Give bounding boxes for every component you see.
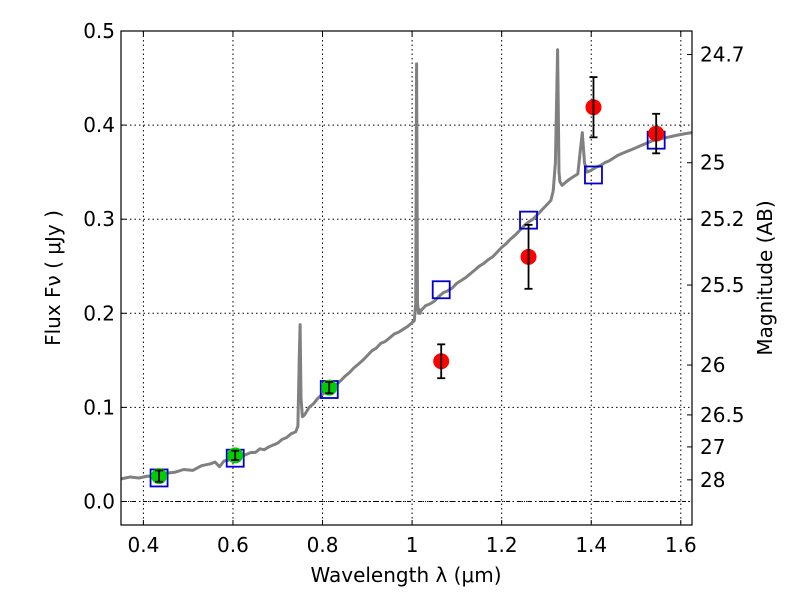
plot-frame [120, 30, 693, 526]
spectrum-line [120, 48, 693, 481]
y2-tick-label: 28 [700, 468, 725, 492]
x-tick-label: 0.6 [217, 533, 249, 557]
y-axis-title: Flux Fν ( μJy ) [41, 210, 65, 346]
grid [121, 30, 692, 525]
x-axis-title: Wavelength λ (μm) [310, 563, 501, 587]
y-tick-label: 0.2 [83, 301, 115, 325]
y2-tick-label: 26.5 [700, 403, 745, 427]
y2-tick-label: 26 [700, 353, 725, 377]
y-tick-label: 0.3 [83, 207, 115, 231]
model-photometry-marker [431, 280, 451, 300]
x-tick-label: 1.4 [575, 533, 607, 557]
y-tick-label: 0.0 [83, 489, 115, 513]
x-tick-label: 0.8 [307, 533, 339, 557]
y2-tick-label: 24.7 [700, 43, 745, 67]
y2-tick-label: 25.5 [700, 273, 745, 297]
model-photometry-marker [584, 165, 603, 185]
x-tick-label: 1.6 [665, 533, 697, 557]
x-tick-label: 0.4 [127, 533, 159, 557]
axis-ticks: 0.4 0.6 0.8 1 1.2 1.4 1.6 0.0 0.1 0.2 0.3 0.4 0.5 24.… [83, 19, 744, 557]
y2-tick-label: 25 [700, 151, 725, 175]
x-tick-label: 1.2 [486, 533, 518, 557]
y2-axis-title: Magnitude (AB) [753, 200, 777, 355]
y2-tick-label: 27 [700, 435, 725, 459]
y-tick-label: 0.4 [83, 113, 115, 137]
plot-area [120, 48, 693, 488]
y-tick-label: 0.1 [83, 395, 115, 419]
x-tick-label: 1 [406, 533, 419, 557]
y2-tick-label: 25.2 [700, 207, 745, 231]
y-tick-label: 0.5 [83, 19, 115, 43]
